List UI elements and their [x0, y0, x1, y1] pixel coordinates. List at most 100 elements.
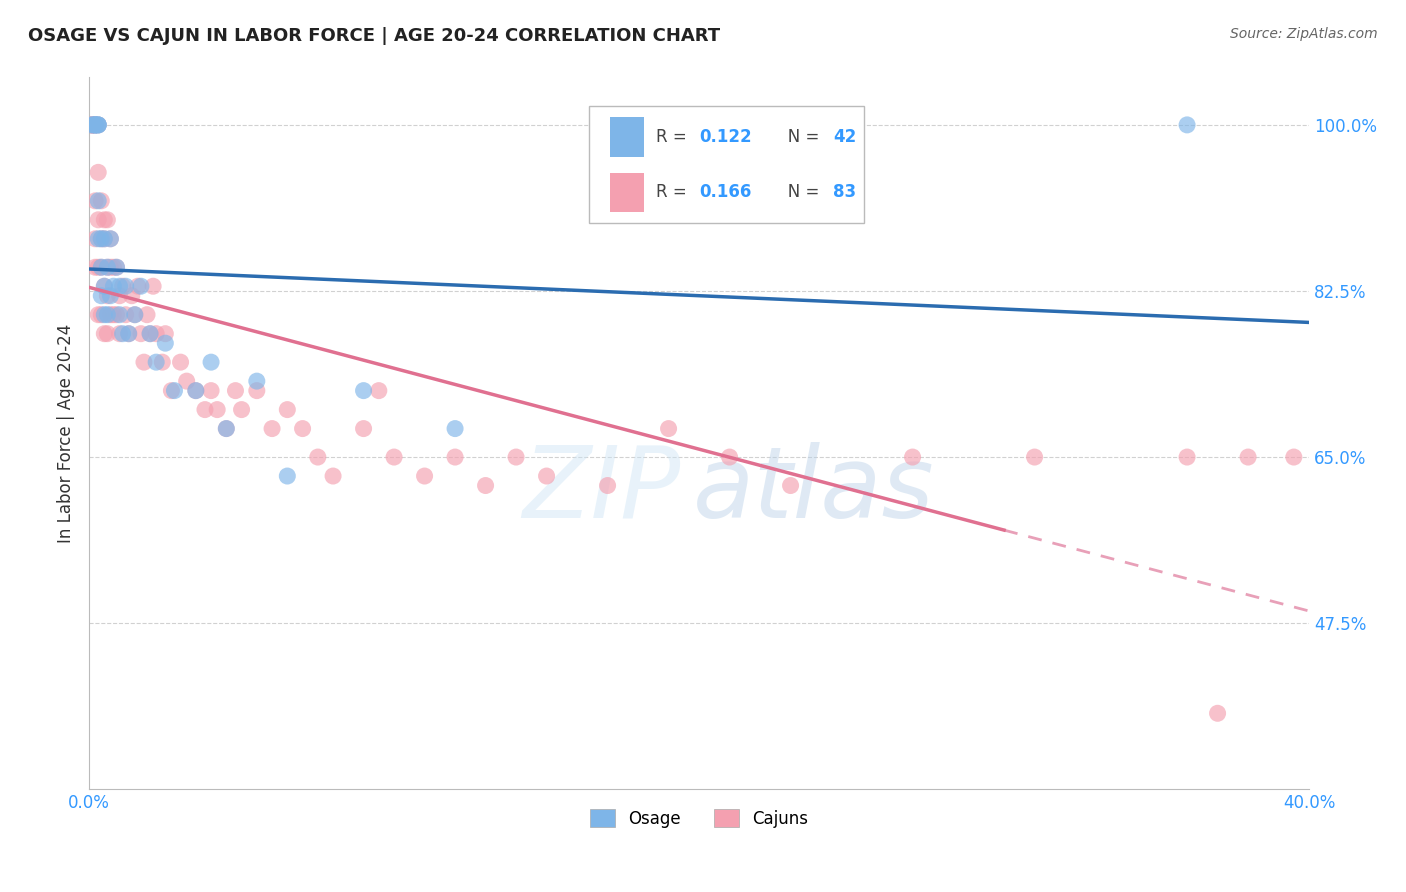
Point [90, 232, 112, 246]
Point [246, 374, 269, 388]
Point [90, 260, 112, 275]
Y-axis label: In Labor Force | Age 20-24: In Labor Force | Age 20-24 [58, 324, 75, 543]
Text: 0.122: 0.122 [699, 128, 752, 146]
Point [322, 469, 344, 483]
Point [124, 308, 146, 322]
Point [200, 355, 222, 369]
Point [105, 308, 128, 322]
Point [262, 421, 284, 435]
Point [658, 421, 681, 435]
Point [160, 384, 183, 398]
Point [127, 279, 149, 293]
Point [779, 478, 801, 492]
Point [129, 279, 152, 293]
Point [536, 469, 558, 483]
Point [184, 384, 207, 398]
Text: 0.166: 0.166 [699, 183, 751, 202]
FancyBboxPatch shape [610, 118, 644, 157]
Point [145, 326, 167, 341]
Point [184, 384, 207, 398]
Point [96, 289, 118, 303]
Point [111, 279, 134, 293]
Point [1282, 450, 1305, 464]
Point [118, 326, 141, 341]
Point [93, 232, 115, 246]
Point [108, 308, 131, 322]
Point [100, 289, 122, 303]
Text: Source: ZipAtlas.com: Source: ZipAtlas.com [1230, 27, 1378, 41]
Point [100, 232, 122, 246]
Point [246, 384, 269, 398]
Point [353, 421, 375, 435]
Point [1237, 450, 1260, 464]
Point [215, 421, 238, 435]
Point [87, 118, 110, 132]
Point [84, 118, 107, 132]
Point [87, 260, 110, 275]
Point [103, 260, 125, 275]
Point [276, 469, 298, 483]
Point [96, 260, 118, 275]
Point [139, 326, 162, 341]
Point [367, 384, 389, 398]
Point [444, 421, 467, 435]
FancyBboxPatch shape [610, 173, 644, 211]
Text: OSAGE VS CAJUN IN LABOR FORCE | AGE 20-24 CORRELATION CHART: OSAGE VS CAJUN IN LABOR FORCE | AGE 20-2… [28, 27, 720, 45]
Point [108, 326, 131, 341]
Point [87, 212, 110, 227]
Point [105, 260, 128, 275]
Point [718, 450, 741, 464]
Point [215, 421, 238, 435]
Point [87, 118, 110, 132]
Point [87, 232, 110, 246]
Point [1206, 706, 1229, 721]
Point [82, 118, 104, 132]
Point [176, 374, 198, 388]
Point [163, 384, 186, 398]
Point [474, 478, 496, 492]
Point [100, 260, 122, 275]
Point [1175, 118, 1198, 132]
Point [93, 326, 115, 341]
Point [111, 326, 134, 341]
Point [93, 279, 115, 293]
Point [382, 450, 405, 464]
Text: R =: R = [657, 128, 692, 146]
Point [100, 232, 122, 246]
Point [108, 289, 131, 303]
Point [90, 194, 112, 208]
Point [90, 260, 112, 275]
Text: R =: R = [657, 183, 692, 202]
Point [114, 279, 136, 293]
Text: 42: 42 [834, 128, 856, 146]
Point [96, 308, 118, 322]
Point [150, 355, 173, 369]
FancyBboxPatch shape [589, 106, 863, 223]
Point [129, 326, 152, 341]
Point [96, 260, 118, 275]
Point [105, 260, 128, 275]
Point [200, 384, 222, 398]
Point [82, 118, 104, 132]
Point [87, 118, 110, 132]
Point [353, 384, 375, 398]
Point [103, 308, 125, 322]
Point [93, 232, 115, 246]
Point [84, 118, 107, 132]
Point [103, 279, 125, 293]
Point [118, 326, 141, 341]
Point [90, 232, 112, 246]
Text: atlas: atlas [693, 442, 935, 539]
Text: 83: 83 [834, 183, 856, 202]
Point [93, 212, 115, 227]
Point [596, 478, 619, 492]
Point [84, 194, 107, 208]
Point [276, 402, 298, 417]
Point [291, 421, 314, 435]
Point [82, 118, 104, 132]
Point [84, 118, 107, 132]
Point [155, 326, 177, 341]
Point [93, 308, 115, 322]
Point [145, 355, 167, 369]
Point [90, 308, 112, 322]
